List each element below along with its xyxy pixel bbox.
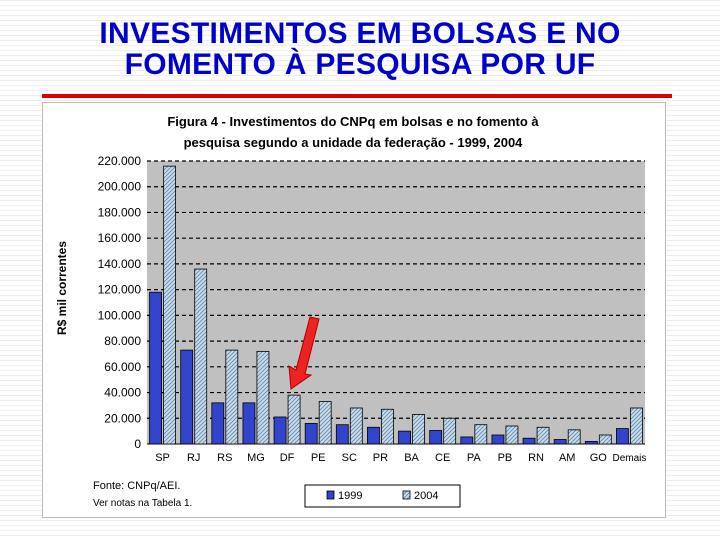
gridlines	[147, 160, 645, 445]
bar-1999-df	[273, 416, 287, 445]
y-tick-label: 200.000	[98, 180, 142, 194]
bar-1999-sc	[335, 424, 349, 445]
bar-1999-pr	[367, 426, 380, 445]
bar-2004-sc	[349, 407, 363, 445]
y-tick-label: 20.000	[104, 411, 141, 425]
x-tick-label: AM	[559, 452, 576, 464]
bar-1999-pa	[460, 436, 474, 445]
x-tick-label: RJ	[187, 452, 200, 464]
legend-label-1999: 1999	[338, 490, 362, 502]
x-tick-label: DF	[280, 452, 295, 464]
x-tick-label: RS	[217, 452, 232, 464]
y-tick-label: 120.000	[98, 283, 142, 297]
x-axis-ticks: SP RJ RS MG DF PE SC PR BA CE PA PB RN AM GO Demais	[155, 452, 646, 464]
source-line1: Fonte: CNPq/AEI.	[93, 480, 180, 492]
x-tick-label: Demais	[612, 453, 646, 464]
x-tick-label: PR	[373, 452, 388, 464]
x-tick-label: PA	[467, 452, 482, 464]
legend-label-2004: 2004	[414, 490, 438, 502]
x-tick-label: CE	[435, 452, 450, 464]
x-tick-label: SC	[342, 452, 357, 464]
x-tick-label: MG	[247, 452, 265, 464]
x-tick-label: GO	[590, 452, 608, 464]
bar-2004-rs	[225, 349, 239, 445]
bar-chart: Figura 4 - Investimentos do CNPq em bols…	[55, 114, 646, 509]
bar-1999-demais	[616, 428, 629, 445]
x-tick-label: PB	[498, 452, 513, 464]
bar-1999-rj	[180, 349, 194, 445]
bar-1999-pe	[304, 423, 318, 445]
y-tick-label: 0	[134, 437, 141, 451]
y-tick-label: 60.000	[104, 360, 141, 374]
bar-2004-am	[567, 429, 581, 445]
y-tick-label: 220.000	[98, 154, 142, 168]
chart-title-line2: pesquisa segundo a unidade da federação …	[184, 135, 524, 150]
bars	[149, 165, 643, 445]
x-tick-label: BA	[404, 452, 419, 464]
bar-1999-mg	[242, 402, 256, 445]
bar-1999-rs	[211, 402, 225, 445]
slide-title-line2: FOMENTO À PESQUISA POR UF	[124, 48, 596, 81]
title-underline	[42, 94, 672, 98]
bar-2004-pb	[505, 425, 519, 445]
red-arrow-annotation	[288, 316, 320, 390]
bar-2004-mg	[256, 350, 270, 445]
y-tick-label: 140.000	[98, 257, 142, 271]
plot-area	[147, 161, 645, 444]
bar-2004-demais	[630, 407, 643, 445]
bar-1999-ba	[398, 430, 411, 445]
bar-2004-sp	[163, 165, 176, 445]
legend-swatch-2004	[402, 490, 411, 500]
bar-2004-rn	[536, 426, 550, 445]
figure-panel: Figura 4 - Investimentos do CNPq em bols…	[42, 102, 666, 518]
y-tick-label: 80.000	[104, 334, 141, 348]
y-tick-label: 180.000	[98, 205, 142, 219]
bar-1999-am	[553, 439, 567, 445]
bar-2004-pe	[318, 401, 332, 445]
bar-1999-pb	[491, 434, 505, 445]
y-axis-label: R$ mil correntes	[55, 241, 69, 335]
bar-1999-go	[584, 441, 598, 445]
x-tick-label: PE	[311, 452, 326, 464]
y-tick-label: 160.000	[98, 231, 142, 245]
bar-1999-ce	[429, 430, 443, 445]
bar-2004-ba	[412, 414, 425, 445]
x-tick-label: RN	[528, 452, 544, 464]
source-line2: Ver notas na Tabela 1.	[93, 498, 192, 509]
bar-2004-go	[598, 434, 612, 445]
slide-title-line1: INVESTIMENTOS EM BOLSAS E NO	[99, 17, 621, 50]
bar-1999-sp	[149, 291, 162, 445]
bar-2004-df	[287, 394, 301, 445]
chart-title-line1: Figura 4 - Investimentos do CNPq em bols…	[167, 114, 539, 129]
legend-swatch-1999	[326, 490, 335, 500]
bar-2004-pr	[381, 408, 394, 445]
y-axis-ticks: 0 20.000 40.000 60.000 80.000 100.000 120.000 1…	[98, 154, 142, 451]
y-tick-label: 40.000	[104, 386, 141, 400]
bar-2004-ce	[443, 417, 457, 445]
bar-1999-rn	[522, 437, 536, 445]
x-tick-label: SP	[155, 452, 170, 464]
legend: 1999 2004	[304, 484, 461, 508]
slide-title: INVESTIMENTOS EM BOLSAS E NO FOMENTO À P…	[0, 18, 720, 80]
bar-2004-rj	[194, 268, 208, 445]
bar-2004-pa	[474, 424, 488, 445]
y-tick-label: 100.000	[98, 308, 142, 322]
